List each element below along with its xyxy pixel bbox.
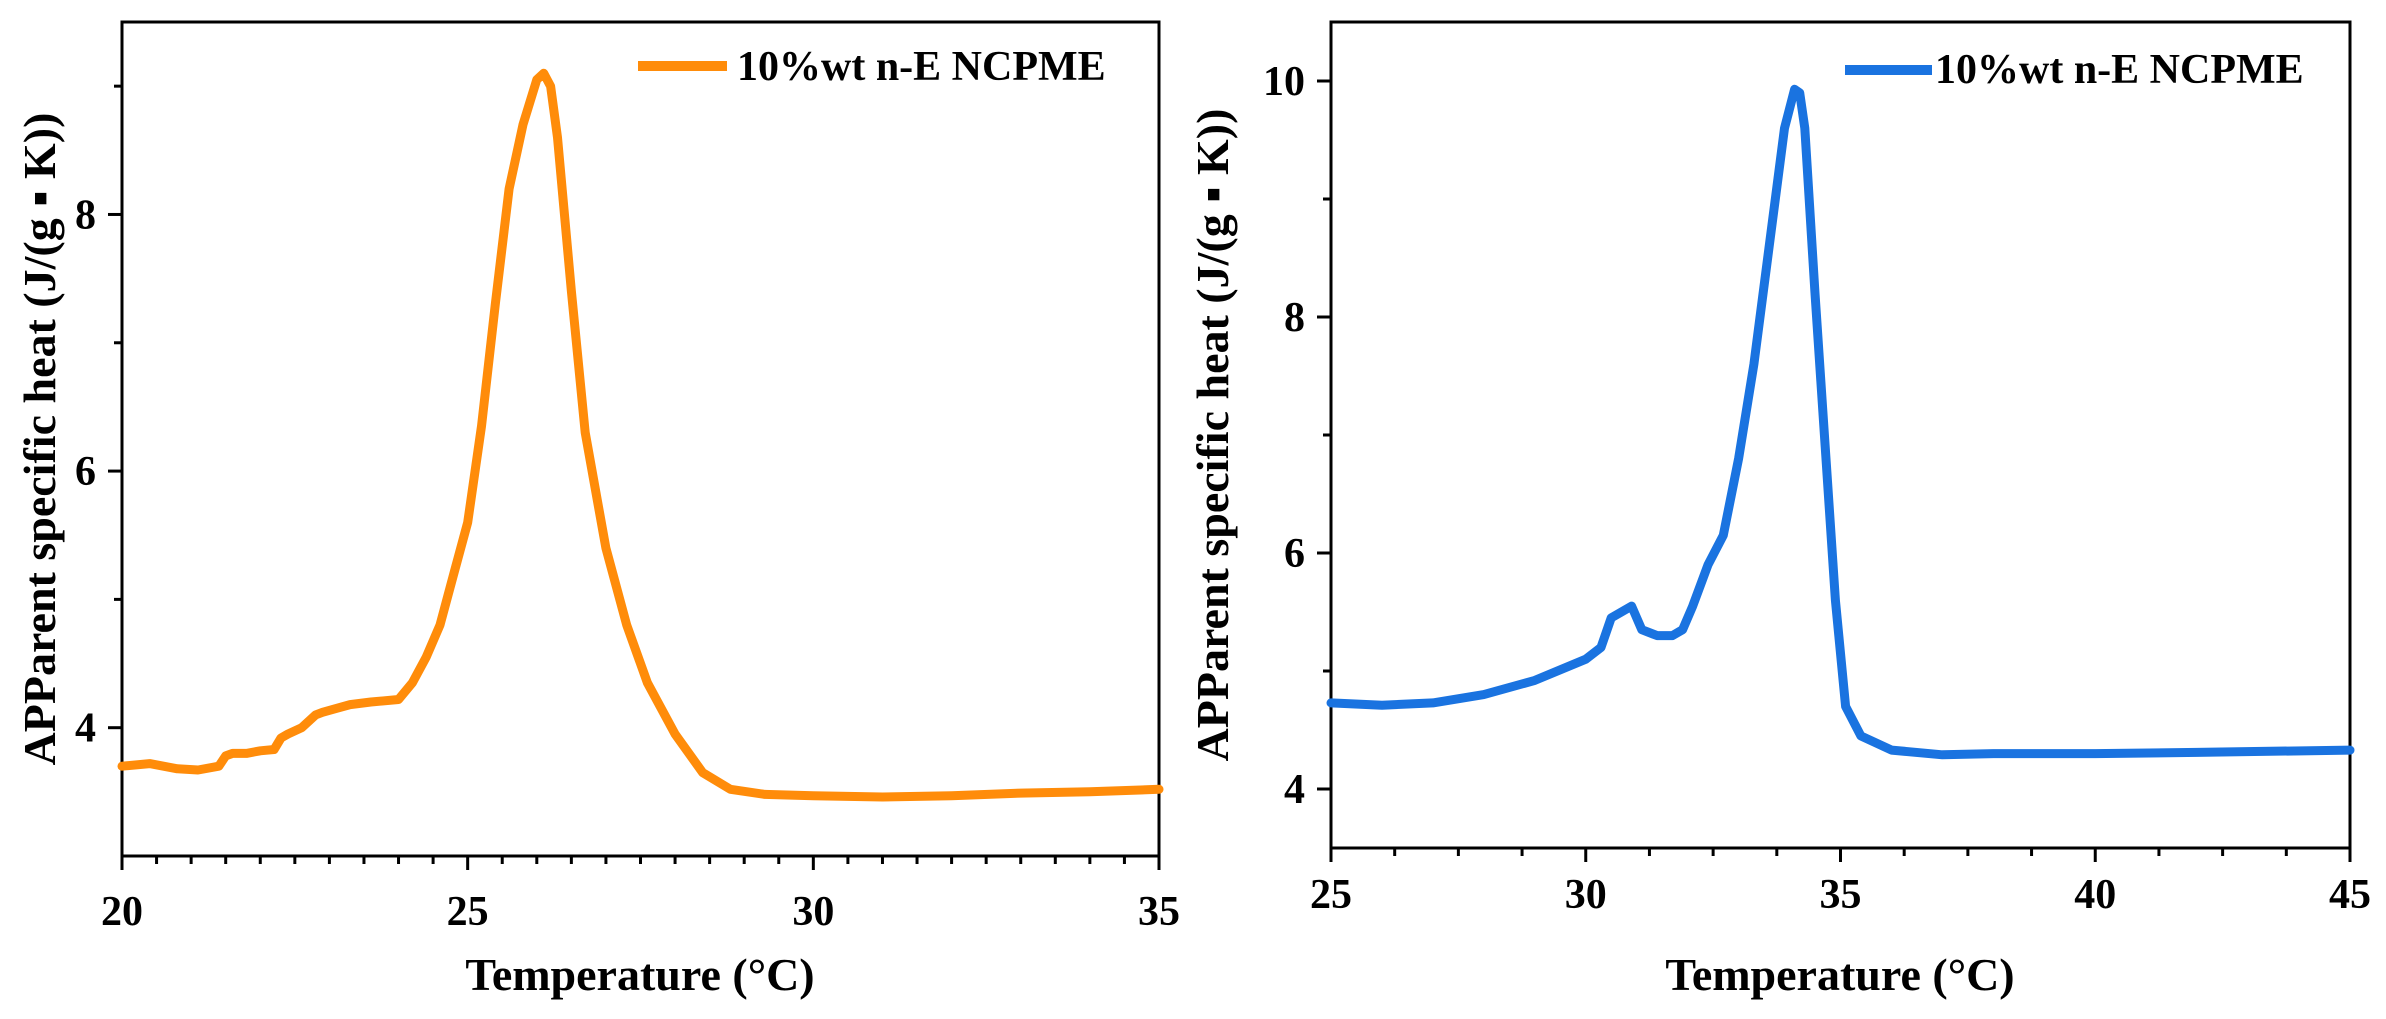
left-x-ticks	[120, 856, 1161, 870]
right-chart: 25 30 35 40 45 4 6 8 10 Temperature (°C)…	[1187, 20, 2371, 1000]
right-ytick-label: 10	[1263, 59, 1305, 105]
right-y-axis-title: APParent specific heat (J/(g ▪ K))	[1187, 109, 1238, 762]
right-xtick-label: 35	[1820, 872, 1862, 918]
right-plot-frame	[1329, 20, 2352, 850]
right-xtick-label: 40	[2074, 872, 2116, 918]
right-x-axis-title: Temperature (°C)	[1665, 949, 2014, 1000]
right-xtick-label: 25	[1310, 872, 1352, 918]
right-x-ticks	[1329, 848, 2352, 862]
left-chart: 20 25 30 35 4 6 8 Temperature (°C) APPar…	[14, 20, 1180, 1000]
right-ytick-label: 6	[1284, 531, 1305, 577]
right-y-ticks	[1317, 79, 1331, 791]
left-series-line	[117, 68, 1164, 802]
left-y-ticks	[108, 84, 122, 730]
left-xtick-label: 35	[1138, 889, 1180, 935]
left-ytick-label: 4	[75, 706, 96, 752]
right-legend-label: 10%wt n-E NCPME	[1935, 47, 2304, 93]
left-x-axis-title: Temperature (°C)	[465, 949, 814, 1000]
right-legend: 10%wt n-E NCPME	[1845, 47, 2304, 93]
left-legend: 10%wt n-E NCPME	[638, 44, 1106, 90]
left-xtick-label: 30	[792, 889, 834, 935]
right-xtick-label: 45	[2329, 872, 2371, 918]
left-ytick-label: 6	[75, 449, 96, 495]
right-ytick-label: 4	[1284, 767, 1305, 813]
left-y-axis-title: APParent specific heat (J/(g ▪ K))	[14, 113, 65, 766]
left-ytick-label: 8	[75, 192, 96, 238]
left-plot-frame	[120, 20, 1161, 858]
left-legend-label: 10%wt n-E NCPME	[737, 44, 1106, 90]
left-xtick-label: 20	[101, 889, 143, 935]
right-xtick-label: 30	[1565, 872, 1607, 918]
right-series-line	[1326, 84, 2355, 760]
left-xtick-label: 25	[447, 889, 489, 935]
right-ytick-label: 8	[1284, 295, 1305, 341]
